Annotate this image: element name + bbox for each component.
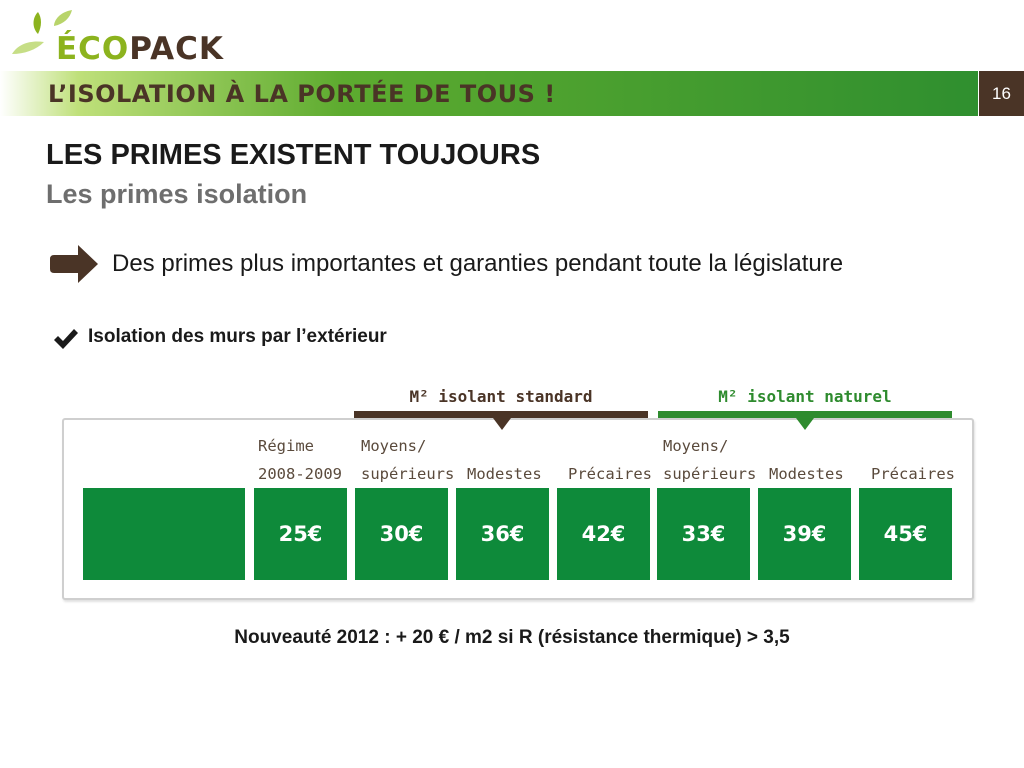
group-bar-natural [658,411,952,418]
column-header: Précaires [568,465,652,483]
value-cell: 39€ [758,488,851,580]
value-cell: 25€ [254,488,347,580]
logo-wordmark: ÉCOPACK [56,34,224,65]
value-cell: 33€ [657,488,750,580]
value-cell: 36€ [456,488,549,580]
column-header: supérieurs [361,465,455,483]
column-header: Précaires [871,465,955,483]
page-subtitle: Les primes isolation [46,179,308,209]
value-cell: 30€ [355,488,448,580]
column-header: 2008-2009 [258,465,342,483]
column-header: Modestes [467,465,542,483]
page-number: 16 [979,71,1024,116]
group-bar-standard [354,411,648,418]
logo-eco: ÉCO [56,31,130,67]
group-pointer-natural [796,418,814,430]
bullet-text: Des primes plus importantes et garanties… [112,250,844,277]
column-header: Modestes [769,465,844,483]
column-header: Moyens/ [361,437,427,455]
column-header: Moyens/ [663,437,729,455]
group-label-natural: M² isolant naturel [718,387,892,406]
group-pointer-standard [493,418,511,430]
table-label-cell [83,488,245,580]
value-cell: 42€ [557,488,650,580]
group-label-standard: M² isolant standard [409,387,593,406]
ecopack-logo: ÉCOPACK [10,8,223,70]
page-title: LES PRIMES EXISTENT TOUJOURS [46,139,541,171]
header-banner: L’ISOLATION À LA PORTÉE DE TOUS ! [0,71,978,116]
banner-title: L’ISOLATION À LA PORTÉE DE TOUS ! [48,80,556,108]
footnote: Nouveauté 2012 : + 20 € / m2 si R (résis… [234,627,790,648]
grant-table: M² isolant standard M² isolant naturel R… [0,380,1024,610]
value-cell: 45€ [859,488,952,580]
column-header: Régime [258,437,314,455]
arrow-right-icon [50,245,98,283]
checkmark-icon [54,329,78,349]
logo-pack: PACK [129,31,224,67]
check-item: Isolation des murs par l’extérieur [88,326,387,347]
column-header: supérieurs [663,465,757,483]
leaves-icon [12,10,72,54]
